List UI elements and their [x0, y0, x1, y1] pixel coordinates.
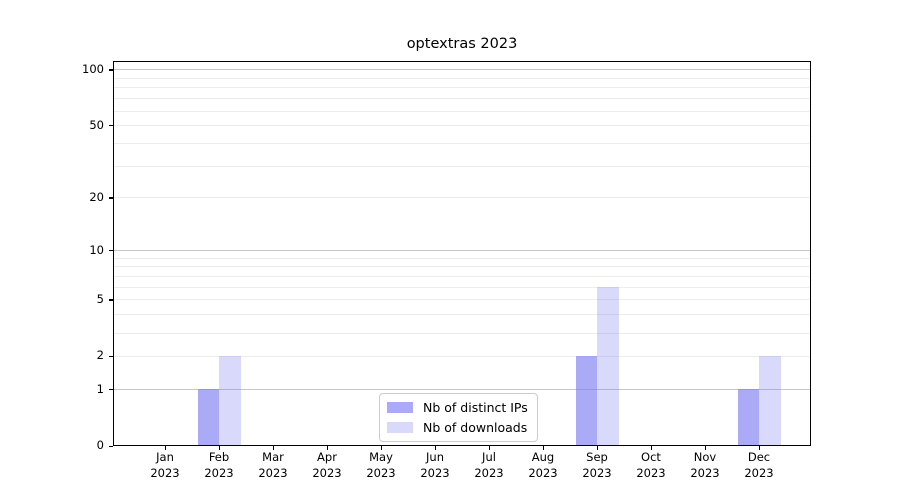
x-tick-label: Apr 2023 — [312, 450, 342, 480]
x-tick-label: Jun 2023 — [420, 450, 450, 480]
chart-title: optextras 2023 — [406, 36, 518, 52]
y-tick-mark — [108, 445, 113, 447]
x-tick-mark — [435, 445, 437, 450]
bar-distinct-ips — [575, 355, 597, 446]
gridline-minor — [113, 332, 811, 334]
gridline-minor — [113, 77, 811, 79]
y-tick-mark — [108, 355, 113, 358]
bar-downloads — [597, 286, 619, 446]
gridline-minor — [113, 276, 811, 278]
x-tick-mark — [651, 445, 653, 450]
y-tick-mark — [108, 250, 113, 252]
gridline-minor — [113, 355, 811, 357]
bar-downloads — [759, 355, 781, 446]
y-tick-label: 10 — [89, 242, 104, 257]
x-tick-label: Mar 2023 — [258, 450, 288, 480]
legend-swatch-downloads — [387, 422, 413, 433]
y-tick-label: 20 — [89, 189, 104, 204]
gridline-minor — [113, 98, 811, 100]
y-tick-mark — [108, 299, 113, 301]
gridline-minor — [113, 257, 811, 259]
y-tick-label: 100 — [82, 61, 104, 76]
x-tick-mark — [219, 445, 221, 450]
gridline-minor — [113, 87, 811, 89]
gridline-major — [113, 250, 811, 252]
x-tick-label: Jul 2023 — [474, 450, 504, 480]
x-tick-label: Sep 2023 — [582, 450, 612, 480]
y-tick-mark — [108, 69, 113, 71]
y-tick-mark — [108, 389, 113, 391]
gridline-minor — [113, 197, 811, 199]
x-tick-mark — [273, 445, 275, 450]
legend-label: Nb of downloads — [423, 420, 528, 435]
y-tick-label: 1 — [96, 381, 104, 396]
x-tick-label: Dec 2023 — [744, 450, 774, 480]
gridline-major — [113, 389, 811, 391]
gridline-major — [113, 69, 811, 71]
x-tick-label: Jan 2023 — [150, 450, 180, 480]
gridline-minor — [113, 299, 811, 301]
y-tick-label: 2 — [96, 348, 104, 363]
x-tick-label: Aug 2023 — [528, 450, 558, 480]
gridline-minor — [113, 266, 811, 268]
legend-swatch-distinct-ips — [387, 402, 413, 413]
legend-item-distinct-ips: Nb of distinct IPs — [387, 400, 528, 415]
plot-frame — [113, 61, 811, 446]
x-tick-label: Oct 2023 — [636, 450, 666, 480]
x-tick-label: May 2023 — [366, 450, 396, 480]
x-tick-mark — [705, 445, 707, 450]
y-tick-label: 5 — [96, 291, 104, 306]
y-tick-mark — [108, 197, 113, 199]
gridline-minor — [113, 286, 811, 288]
legend-item-downloads: Nb of downloads — [387, 420, 528, 435]
x-tick-mark — [165, 445, 167, 450]
legend-label: Nb of distinct IPs — [423, 400, 528, 415]
x-tick-label: Nov 2023 — [690, 450, 720, 480]
x-tick-mark — [381, 445, 383, 450]
bar-distinct-ips — [737, 389, 759, 446]
y-tick-label: 50 — [89, 117, 104, 132]
x-tick-label: Feb 2023 — [204, 450, 234, 480]
bar-downloads — [219, 355, 241, 446]
gridline-minor — [113, 165, 811, 167]
gridline-minor — [113, 142, 811, 144]
gridline-minor — [113, 110, 811, 112]
gridline-minor — [113, 125, 811, 127]
y-tick-label: 0 — [96, 438, 104, 452]
y-tick-mark — [108, 125, 113, 127]
bar-distinct-ips — [197, 389, 219, 446]
x-tick-mark — [543, 445, 545, 450]
x-tick-mark — [597, 445, 599, 450]
x-tick-mark — [327, 445, 329, 450]
legend: Nb of distinct IPs Nb of downloads — [379, 393, 538, 442]
x-tick-mark — [489, 445, 491, 450]
gridline-minor — [113, 314, 811, 316]
x-tick-mark — [759, 445, 761, 450]
